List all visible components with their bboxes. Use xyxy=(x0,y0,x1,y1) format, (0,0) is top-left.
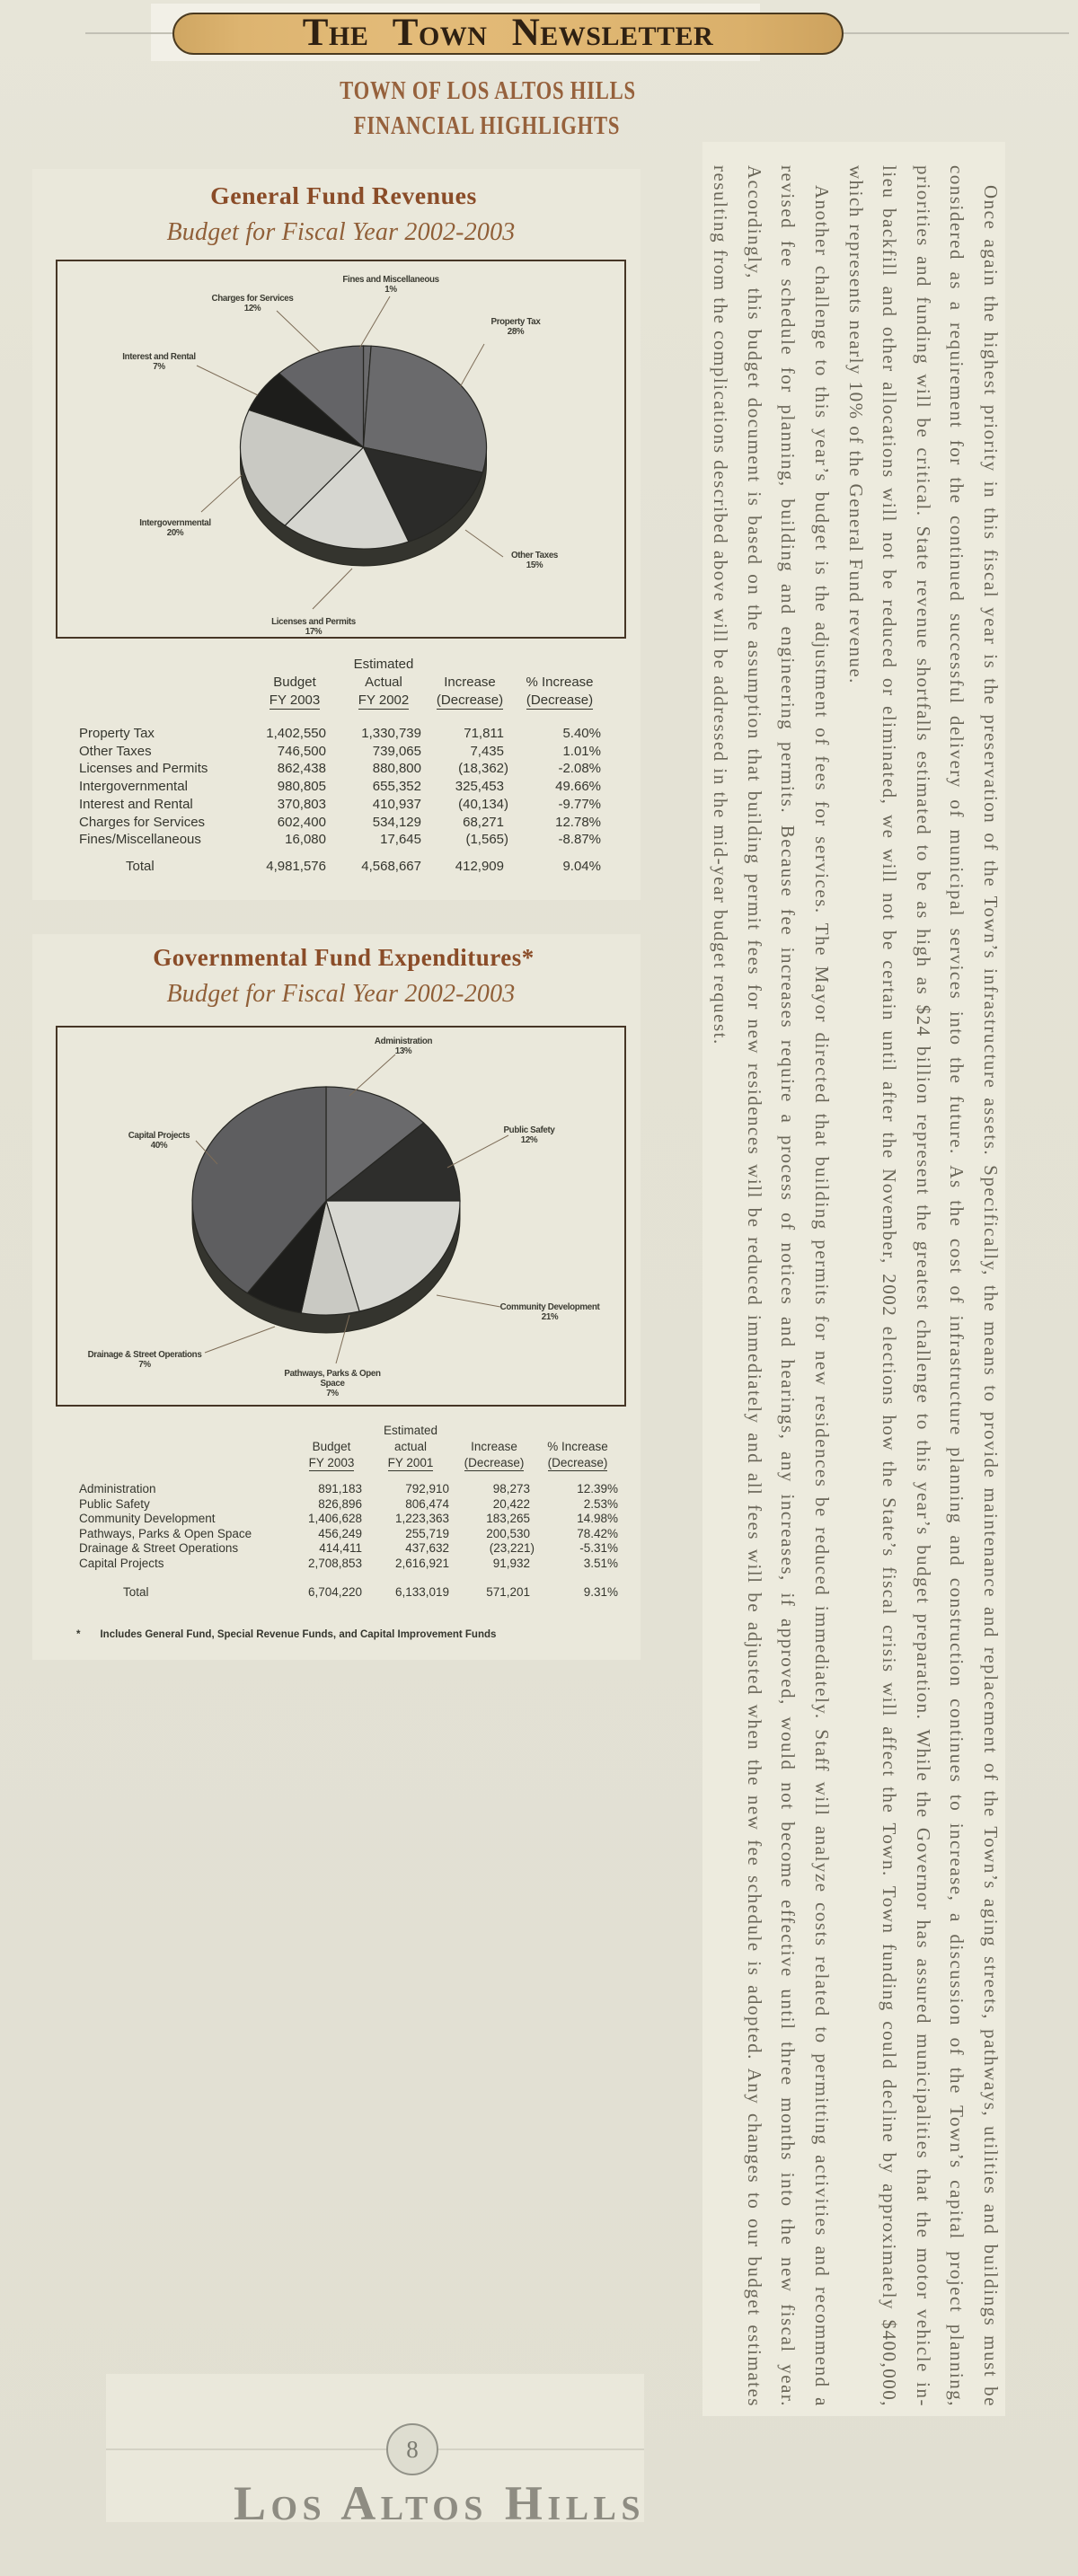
svg-text:Capital Projects: Capital Projects xyxy=(128,1131,190,1141)
svg-text:7%: 7% xyxy=(326,1389,339,1398)
svg-text:28%: 28% xyxy=(508,327,525,337)
svg-text:20%: 20% xyxy=(167,528,184,538)
svg-text:15%: 15% xyxy=(526,560,543,570)
svg-text:40%: 40% xyxy=(151,1141,168,1151)
svg-text:Property Tax: Property Tax xyxy=(491,317,542,327)
svg-text:1%: 1% xyxy=(384,285,397,295)
svg-text:Public Safety: Public Safety xyxy=(504,1125,556,1135)
svg-text:Licenses and Permits: Licenses and Permits xyxy=(271,617,357,627)
svg-text:Administration: Administration xyxy=(375,1037,433,1046)
svg-text:13%: 13% xyxy=(395,1046,412,1056)
svg-text:17%: 17% xyxy=(305,627,323,637)
svg-text:21%: 21% xyxy=(542,1312,559,1322)
svg-text:Other Taxes: Other Taxes xyxy=(511,551,559,560)
svg-text:Charges for Services: Charges for Services xyxy=(211,294,294,304)
svg-text:Space: Space xyxy=(320,1379,345,1389)
svg-text:Pathways, Parks & Open: Pathways, Parks & Open xyxy=(284,1369,381,1379)
svg-text:7%: 7% xyxy=(153,362,165,372)
svg-text:12%: 12% xyxy=(244,304,261,313)
svg-text:Community Development: Community Development xyxy=(500,1302,601,1312)
svg-text:Interest and Rental: Interest and Rental xyxy=(122,352,196,362)
svg-text:7%: 7% xyxy=(138,1360,151,1370)
svg-text:Intergovernmental: Intergovernmental xyxy=(139,518,211,528)
svg-text:Fines and Miscellaneous: Fines and Miscellaneous xyxy=(342,275,439,285)
svg-text:Drainage & Street Operations: Drainage & Street Operations xyxy=(88,1350,203,1360)
svg-text:12%: 12% xyxy=(521,1135,538,1145)
